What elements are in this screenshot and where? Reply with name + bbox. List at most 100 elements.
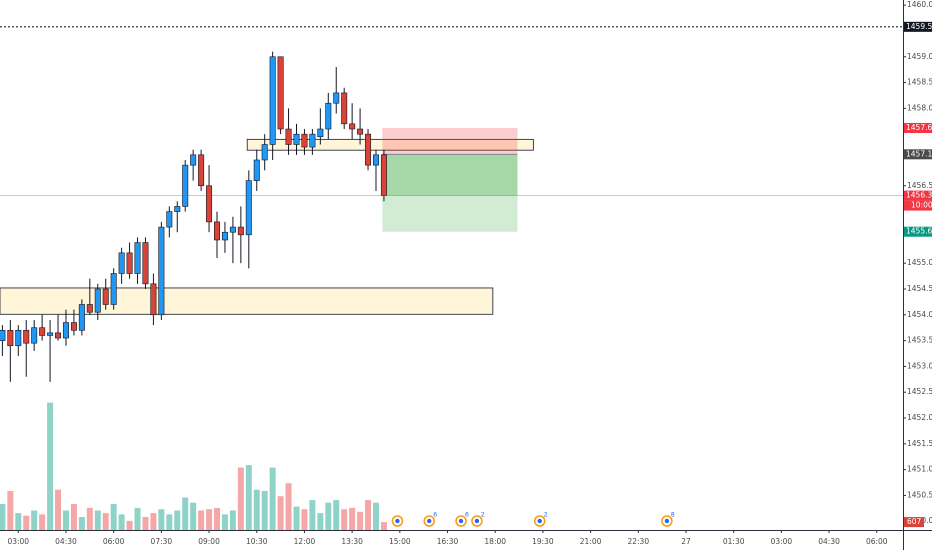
x-tick-label: 06:00 [866,537,888,546]
volume-bar [301,509,308,530]
candle-body [15,329,22,347]
candle-body [325,102,332,130]
price-label: 1455.61 [906,227,932,236]
volume-bar [102,513,109,530]
volume-bar [317,513,324,530]
price-label-bg [904,122,932,133]
volume-bar [39,514,46,530]
volume-bar [174,510,181,530]
candle-body [317,128,324,138]
x-tick-label: 04:30 [818,537,840,546]
candle-body [277,56,284,130]
axes: 1460.00 1459.00 1458.50 1458.00 1456.50 1455.… [7,0,932,546]
volume-bar [158,509,165,530]
volume-bar [206,509,213,530]
candle-body [94,288,101,313]
volume-bar [70,504,77,530]
candle-body [78,304,85,331]
candle-body [198,154,205,187]
event-count: 6 [465,512,469,519]
volume-bar [166,514,173,530]
x-tick-label: 13:30 [341,537,363,546]
x-tick-label: 06:00 [103,537,125,546]
volume-bar [118,514,125,530]
y-tick-label: 1454.50 [907,284,932,293]
volume-bar [285,483,292,530]
candle-body [182,164,189,207]
event-icon-core [427,518,432,524]
candle-body [221,231,228,241]
candle-body [269,56,276,145]
candle-body [333,92,340,104]
volume-bar [277,496,284,530]
volume-bar [349,507,356,530]
volume-bar [245,465,252,530]
y-tick-label: 1456.50 [907,181,932,190]
candle-body [253,159,260,181]
y-tick-label: 1452.00 [907,413,932,422]
candle-body [341,92,348,125]
volume-bar [253,489,260,530]
volume-bar [214,507,221,530]
volume-bar [15,513,22,530]
candle-body [206,185,213,223]
volume-bar [182,497,189,530]
profit-zone [382,195,518,232]
volume-bar [309,500,316,530]
volume-bar [47,402,54,530]
candle-body [142,242,149,285]
y-tick-label: 1455.00 [907,258,932,267]
price-label-bg [904,190,932,201]
candle-body [39,327,46,336]
x-tick-label: 03:00 [771,537,793,546]
candle-body [118,252,125,274]
volume-bar [261,491,268,530]
event-icon-core [664,518,670,524]
countdown-bg [904,200,932,211]
volume-bar [221,514,228,530]
candle-body [55,332,62,339]
candle-body [166,211,173,228]
volume-bar [142,517,149,530]
y-tick-label: 1460.00 [907,0,932,9]
event-count: 8 [671,512,675,519]
volume-bar [325,502,332,530]
plot: 6 6 2 2 8 [0,26,903,530]
price-label: 1456.31 [906,191,932,200]
candle-body [245,180,252,236]
volume-bar [150,513,157,530]
candle-body [134,242,141,274]
y-tick-label: 1453.50 [907,336,932,345]
event-icon-core [458,518,464,524]
volume-bar [293,506,300,530]
profit-filled [382,154,518,196]
volume-bar [190,502,197,530]
x-tick-label: 18:00 [484,537,506,546]
x-tick-label: 16:30 [437,537,459,546]
candle-body [0,329,6,341]
volume-label-bg [904,517,924,528]
event-icon-core [537,518,542,524]
volume-bar [372,502,379,530]
volume-bar [198,510,205,530]
stop-zone [382,127,518,155]
candle-body [7,329,14,347]
volume-bar [126,520,133,530]
candle-body [309,133,316,148]
event-count: 6 [433,512,437,519]
candle-body [31,327,38,344]
event-icon-core [395,518,400,524]
candle-body [158,226,165,316]
x-tick-label: 15:00 [389,537,411,546]
candle-body [285,128,292,145]
volume-bar [110,504,117,530]
candle-body [174,206,181,212]
volume-bar [134,507,141,530]
volume-bar [229,510,236,530]
candle-body [126,252,133,274]
volume-label: 607 [907,517,922,526]
volume-bar [31,510,38,530]
x-tick-label: 10:30 [246,537,268,546]
